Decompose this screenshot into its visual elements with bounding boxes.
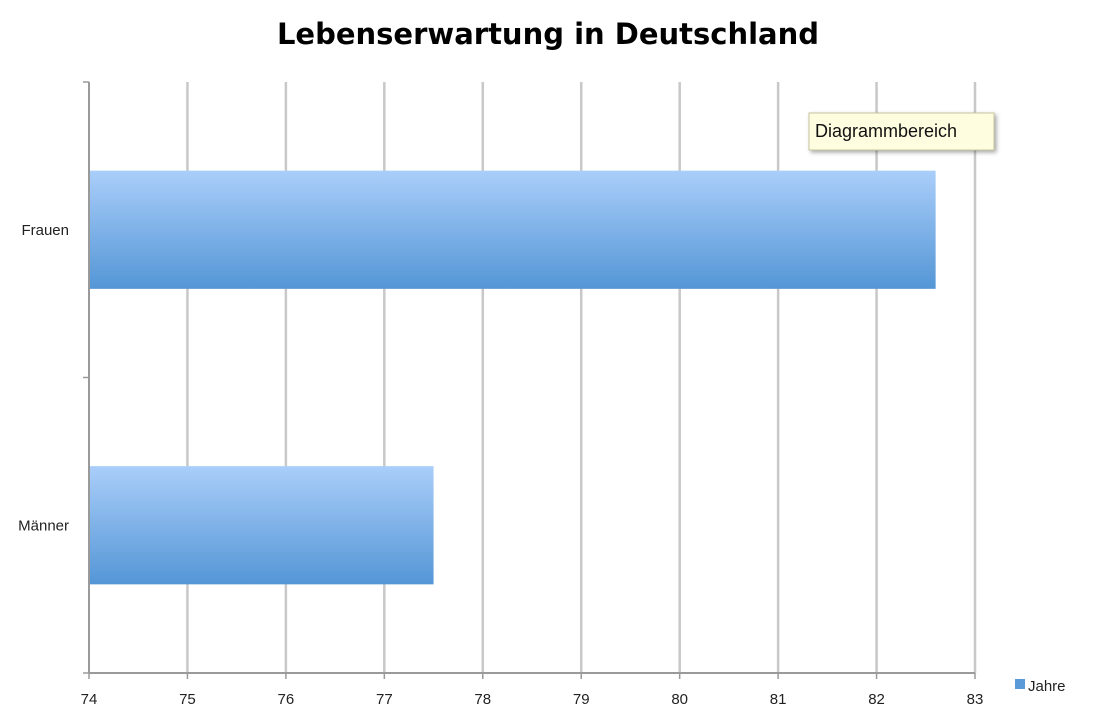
- tooltip-box: [808, 112, 995, 151]
- bar-mnner: [90, 466, 434, 585]
- bars: [90, 170, 936, 585]
- x-tick-label: 81: [770, 691, 787, 708]
- category-label: Frauen: [21, 222, 69, 239]
- x-tick-labels: 74 75 76 77 78 79 80 81 82 83: [81, 691, 984, 708]
- axes: [83, 81, 975, 674]
- x-tick-label: 74: [81, 691, 98, 708]
- x-tick-label: 79: [573, 691, 590, 708]
- tooltip-text: Diagrammbereich: [815, 121, 957, 141]
- x-tick-label: 77: [376, 691, 393, 708]
- x-tick-label: 80: [671, 691, 688, 708]
- bar-frauen: [90, 170, 936, 289]
- legend-swatch: [1015, 679, 1025, 689]
- category-labels: Frauen Männer: [18, 222, 69, 535]
- x-tick-label: 83: [967, 691, 984, 708]
- x-tick-label: 82: [868, 691, 885, 708]
- x-tick-label: 76: [278, 691, 295, 708]
- x-tick-label: 75: [179, 691, 196, 708]
- legend: Jahre: [1015, 678, 1066, 695]
- legend-label: Jahre: [1028, 678, 1066, 695]
- chart-title: Lebenserwartung in Deutschland: [277, 17, 819, 51]
- x-tick-label: 78: [474, 691, 491, 708]
- category-label: Männer: [18, 517, 69, 534]
- tooltip: Diagrammbereich: [808, 112, 995, 151]
